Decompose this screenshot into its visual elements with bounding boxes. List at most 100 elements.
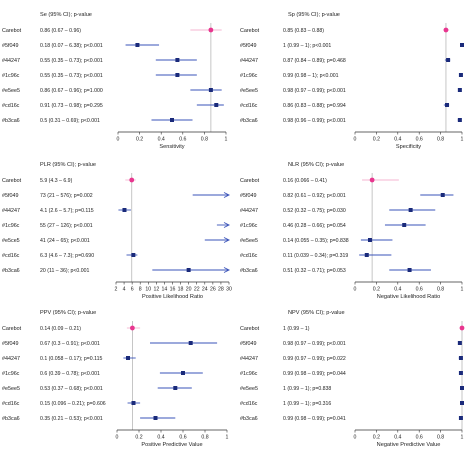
row-estimate-text: 1 (0.99 – 1); p=0.838 (283, 386, 331, 392)
x-tick-label: 0 (354, 435, 357, 441)
panel-header: PPV (95% CI); p-value (40, 310, 96, 316)
estimate-point (460, 401, 464, 405)
row-estimate-text: 1 (0.99 – 1); p=0.316 (283, 401, 331, 407)
row-label: #b3ca6 (240, 416, 258, 422)
row-label: #1c96c (2, 371, 20, 377)
row-estimate-text: 0.35 (0.21 – 0.53); p<0.001 (40, 416, 103, 422)
row-label: Carebot (2, 28, 22, 34)
row-label: #1c96c (240, 73, 258, 79)
row-estimate-text: 55 (27 – 126); p<0.001 (40, 223, 93, 229)
row-label: #cd16c (2, 103, 20, 109)
row-label: #44247 (240, 208, 258, 214)
row-estimate-text: 0.11 (0.039 – 0.34); p=0.319 (283, 253, 348, 259)
row-estimate-text: 0.14 (0.09 – 0.21) (40, 326, 81, 332)
row-estimate-text: 0.85 (0.83 – 0.88) (283, 28, 324, 34)
forest-panel-1: Se (95% CI); p-value Carebot 0.86 (0.67 – … (2, 12, 228, 150)
estimate-point (131, 401, 136, 405)
row-label: #b3ca6 (2, 118, 20, 124)
estimate-point (367, 238, 372, 242)
estimate-point (446, 58, 451, 62)
row-label: #5f049 (240, 341, 257, 347)
panel-header: Se (95% CI); p-value (40, 12, 92, 18)
x-tick-label: 26 (210, 287, 216, 293)
panel-header: NPV (95% CI); p-value (288, 310, 345, 316)
forest-panel-2: Sp (95% CI); p-value Carebot 0.85 (0.83 – … (240, 12, 464, 150)
row-estimate-text: 0.99 (0.98 – 0.99); p=0.044 (283, 371, 346, 377)
ci-arrow (223, 192, 231, 198)
reference-point (459, 325, 465, 331)
row-estimate-text: 0.99 (0.98 – 1); p<0.001 (283, 73, 339, 79)
row-label: #5f049 (240, 43, 257, 49)
estimate-point (175, 73, 180, 77)
estimate-point (445, 103, 450, 107)
row-estimate-text: 0.86 (0.83 – 0.88); p=0.994 (283, 103, 346, 109)
row-estimate-text: 0.82 (0.61 – 0.92); p<0.001 (283, 193, 346, 199)
row-label: #e5ee5 (240, 386, 258, 392)
ci-arrow (223, 237, 231, 243)
estimate-point (186, 268, 191, 272)
row-label: #e5ee5 (2, 88, 20, 94)
x-tick-label: 0.4 (158, 137, 165, 143)
forest-panel-5: PPV (95% CI); p-value Carebot 0.14 (0.09 –… (2, 310, 229, 448)
row-label: #cd16c (2, 253, 20, 259)
estimate-point (153, 416, 158, 420)
row-estimate-text: 0.99 (0.97 – 0.99); p=0.022 (283, 356, 346, 362)
row-label: #5f049 (2, 341, 19, 347)
x-tick-label: 20 (186, 287, 192, 293)
row-label: #cd16c (240, 253, 258, 259)
x-tick-label: 0.4 (157, 435, 164, 441)
estimate-point (214, 103, 219, 107)
x-tick-label: 8 (139, 287, 142, 293)
estimate-point (440, 193, 445, 197)
row-estimate-text: 0.14 (0.055 – 0.35); p=0.838 (283, 238, 349, 244)
row-label: #1c96c (240, 371, 258, 377)
x-axis-label: Negative Predictive Value (377, 442, 441, 448)
estimate-point (458, 416, 463, 420)
row-estimate-text: 0.98 (0.96 – 0.99); p<0.001 (283, 118, 346, 124)
row-estimate-text: 0.86 (0.67 – 0.96); p=1.000 (40, 88, 103, 94)
estimate-point (175, 58, 180, 62)
reference-point (443, 27, 449, 33)
row-label: #5f049 (2, 193, 19, 199)
x-tick-label: 0.6 (179, 435, 186, 441)
x-tick-label: 1 (226, 435, 229, 441)
estimate-point (460, 43, 464, 47)
row-estimate-text: 0.55 (0.35 – 0.73); p<0.001 (40, 58, 103, 64)
x-tick-label: 0 (354, 287, 357, 293)
row-estimate-text: 20 (11 – 36); p<0.001 (40, 268, 89, 274)
row-estimate-text: 41 (24 – 65); p<0.001 (40, 238, 90, 244)
row-label: #44247 (2, 208, 20, 214)
x-tick-label: 0.6 (179, 137, 186, 143)
x-tick-label: 16 (170, 287, 176, 293)
x-tick-label: 2 (115, 287, 118, 293)
row-estimate-text: 1 (0.99 – 1) (283, 326, 310, 332)
x-tick-label: 0.2 (136, 137, 143, 143)
row-label: Carebot (240, 326, 260, 332)
row-label: #1c96c (240, 223, 258, 229)
row-label: Carebot (240, 178, 260, 184)
x-axis-label: Positive Predictive Value (141, 442, 202, 448)
x-tick-label: 10 (145, 287, 151, 293)
estimate-point (188, 341, 193, 345)
x-tick-label: 0 (116, 435, 119, 441)
x-tick-label: 1 (461, 137, 464, 143)
estimate-point (457, 88, 462, 92)
x-axis-label: Specificity (396, 144, 421, 150)
row-label: Carebot (240, 28, 260, 34)
x-axis-label: Sensitivity (159, 144, 184, 150)
estimate-point (181, 371, 185, 375)
x-tick-label: 24 (202, 287, 208, 293)
estimate-point (131, 253, 136, 257)
row-label: #5f049 (240, 193, 257, 199)
row-label: #1c96c (2, 223, 20, 229)
x-tick-label: 1 (225, 137, 228, 143)
x-tick-label: 30 (226, 287, 232, 293)
estimate-point (460, 386, 464, 390)
x-tick-label: 0.8 (201, 137, 208, 143)
row-label: #b3ca6 (2, 268, 20, 274)
x-tick-label: 0 (354, 137, 357, 143)
ci-arrow (223, 222, 231, 228)
row-label: #e5ee5 (240, 238, 258, 244)
estimate-point (364, 253, 369, 257)
